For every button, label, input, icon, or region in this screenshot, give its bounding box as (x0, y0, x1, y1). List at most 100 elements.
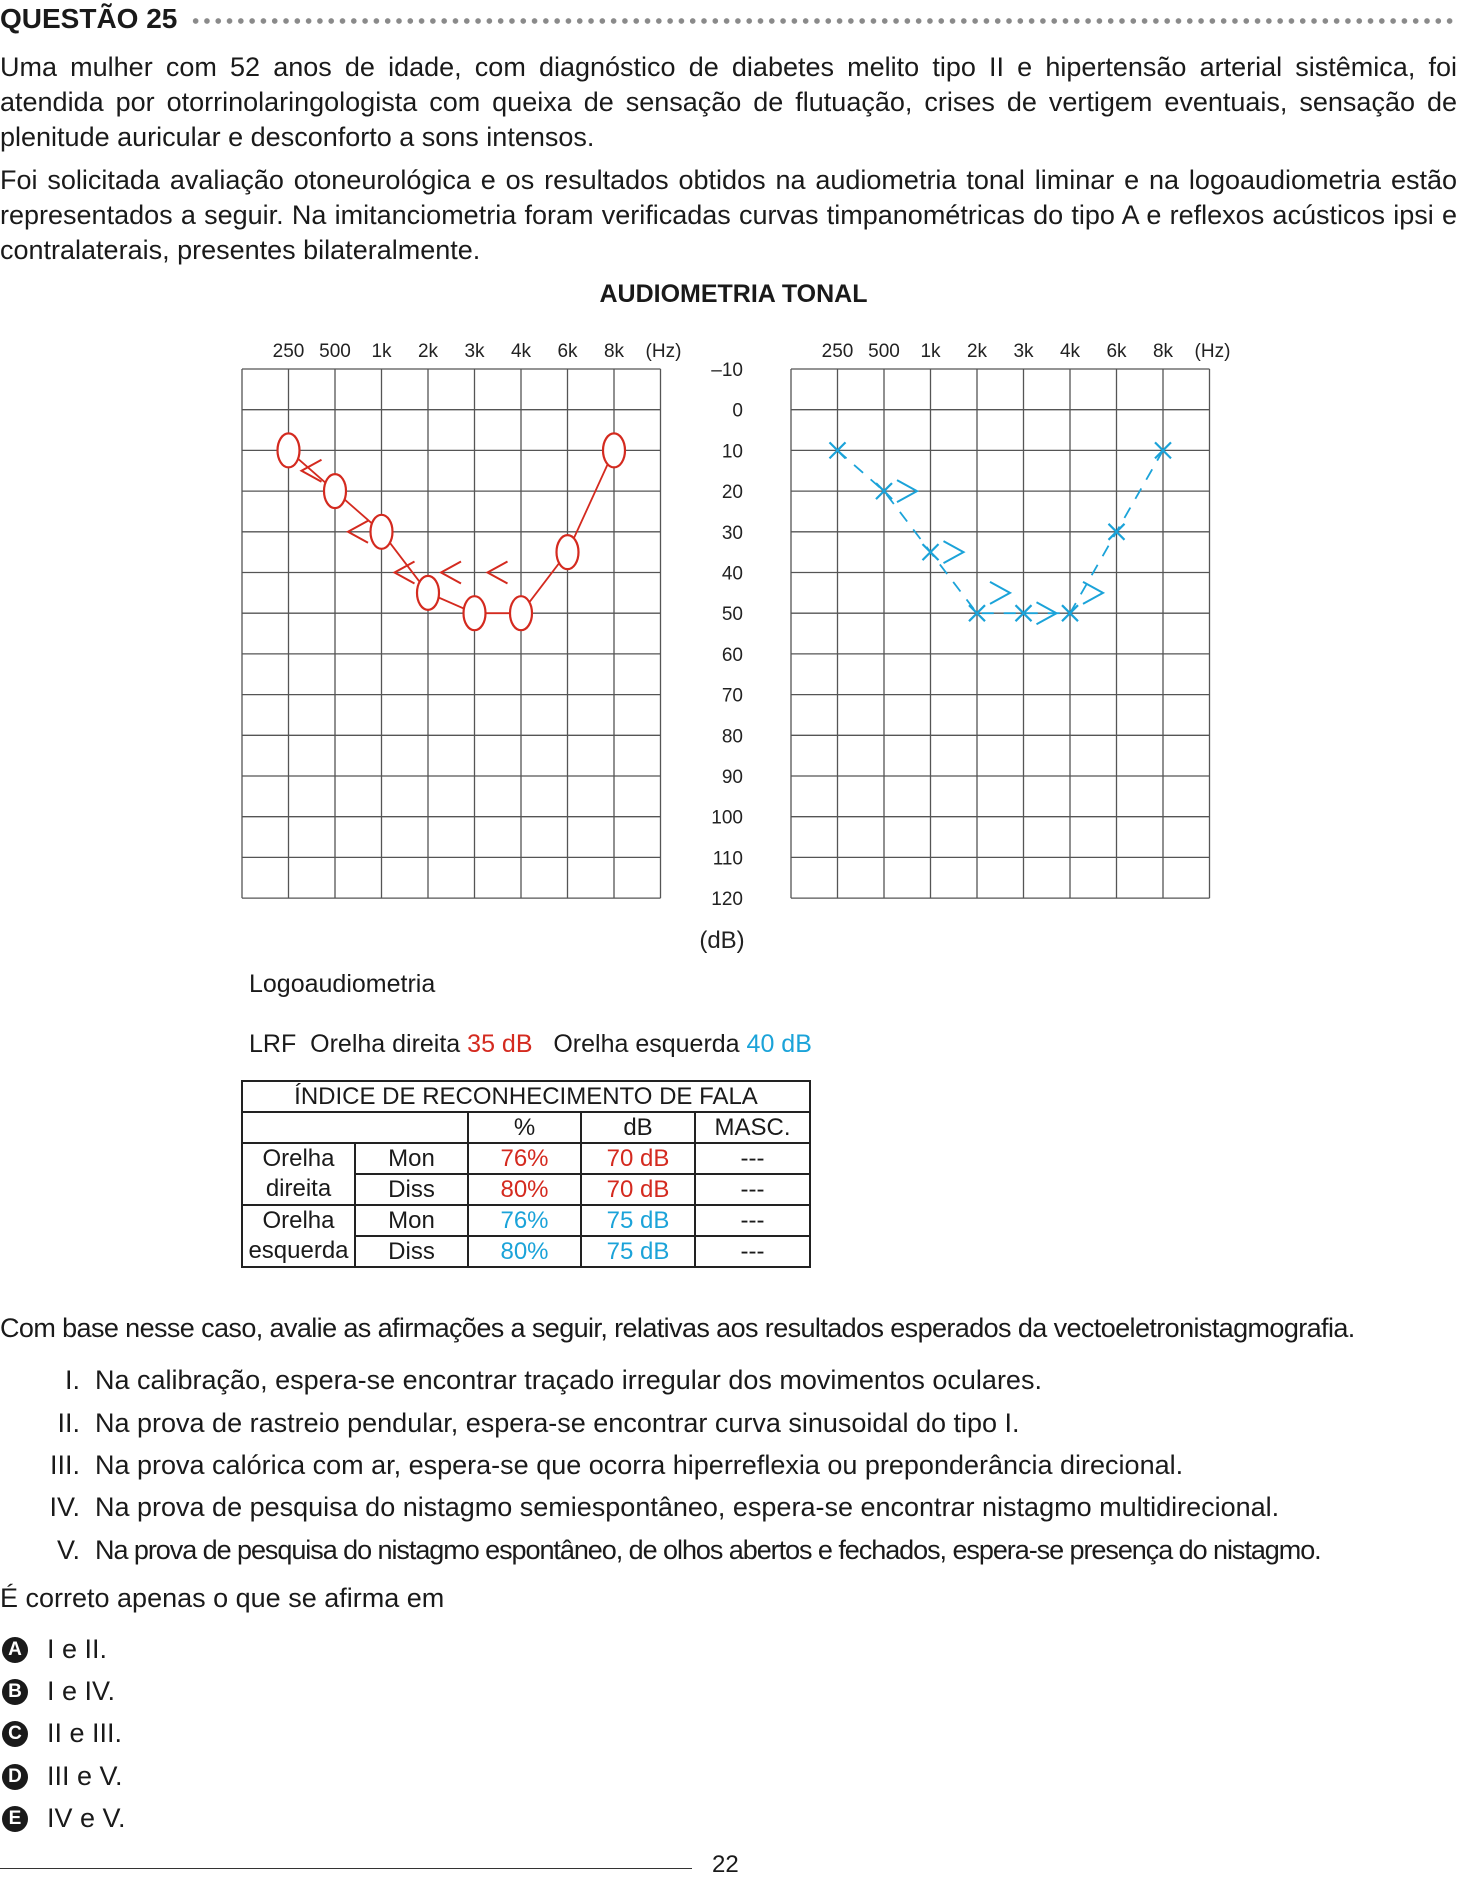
air-conduction-marker-o (462, 595, 487, 632)
table-row: direita Diss 80% 70 dB --- (241, 1173, 811, 1206)
db-tick-label: 10 (722, 441, 743, 462)
db-tick-label: 70 (722, 686, 743, 707)
frequency-tick-label: 1k (371, 341, 392, 362)
page-number: 22 (712, 1851, 739, 1878)
percent-cell: 76% (467, 1142, 582, 1175)
air-conduction-marker-x (1154, 441, 1172, 460)
frequency-tick-label: 3k (464, 341, 485, 362)
option-letter-badge: C (2, 1721, 28, 1747)
option-text: II e III. (47, 1718, 123, 1748)
air-conduction-marker-x (968, 604, 986, 622)
option-text: IV e V. (47, 1803, 126, 1833)
table-header-masc: MASC. (694, 1111, 811, 1144)
statement-text: Na calibração, espera-se encontrar traça… (95, 1365, 1042, 1395)
db-cell: 75 dB (580, 1204, 696, 1237)
air-conduction-marker-o (322, 473, 348, 510)
statement-number: IV. (49, 1492, 80, 1522)
db-tick-label: 90 (722, 767, 743, 788)
frequency-tick-label: 6k (1106, 341, 1127, 362)
percent-cell: 76% (467, 1204, 582, 1237)
db-tick-label: 50 (722, 604, 743, 625)
percent-cell: 80% (467, 1235, 582, 1268)
bone-conduction-marker-right (485, 560, 508, 585)
frequency-tick-label: 6k (557, 341, 578, 362)
percent-cell: 80% (467, 1173, 582, 1206)
lrf-label: LRF (249, 1030, 297, 1058)
option-letter-badge: D (2, 1764, 28, 1790)
db-tick-label: 20 (722, 482, 743, 503)
air-conduction-marker-o (508, 595, 534, 632)
test-cell: Diss (354, 1235, 469, 1268)
air-conduction-marker-x (1107, 523, 1126, 541)
statement-number: II. (57, 1408, 80, 1438)
footer-divider (0, 1868, 692, 1869)
frequency-tick-label: 500 (868, 341, 900, 362)
db-unit-label: (dB) (699, 927, 744, 954)
db-axis: –10 0 10 20 30 40 50 60 70 80 90 100 110 120 (dB) (699, 360, 744, 954)
air-conduction-marker-x (1061, 604, 1079, 622)
db-cell: 70 dB (580, 1173, 696, 1206)
ear-label-left-2: esquerda (241, 1236, 356, 1268)
db-tick-label: 30 (722, 523, 743, 544)
bone-conduction-marker-right (345, 519, 369, 544)
frequency-tick-label: 3k (1013, 341, 1034, 362)
statement-text: Na prova de pesquisa do nistagmo espontâ… (95, 1535, 1322, 1565)
statement-text: Na prova de rastreio pendular, espera-se… (95, 1408, 1020, 1438)
db-tick-label: –10 (711, 360, 743, 381)
frequency-tick-label: 2k (967, 341, 988, 362)
db-tick-label: 100 (711, 808, 743, 829)
table-header-db: dB (580, 1111, 696, 1144)
bone-conduction-marker-left (1082, 580, 1106, 605)
bone-conduction-marker-left (1036, 601, 1059, 626)
statements-intro: Com base nesse caso, avalie as afirmaçõe… (0, 1313, 1355, 1343)
ear-label-right-2: direita (241, 1174, 356, 1206)
masc-cell: --- (694, 1204, 811, 1237)
logoaudiometry-title: Logoaudiometria (249, 970, 436, 998)
lrf-right-ear-label: Orelha direita (310, 1030, 461, 1058)
air-conduction-marker-o (276, 432, 301, 469)
masc-cell: --- (694, 1235, 811, 1268)
masc-cell: --- (694, 1142, 811, 1175)
air-conduction-marker-o (555, 534, 580, 571)
option-text: I e IV. (47, 1676, 116, 1706)
db-tick-label: 60 (722, 645, 743, 666)
bone-conduction-marker-left (896, 479, 920, 503)
option-text: I e II. (47, 1634, 108, 1664)
air-conduction-marker-o (369, 513, 394, 550)
db-cell: 70 dB (580, 1142, 696, 1175)
option-letter-badge: B (2, 1679, 28, 1705)
table-header-empty (241, 1111, 469, 1144)
table-header-percent: % (467, 1111, 582, 1144)
test-cell: Mon (354, 1204, 469, 1237)
air-conduction-marker-x (875, 482, 893, 500)
ear-label-left-1: Orelha (241, 1204, 356, 1236)
bone-conduction-marker-right (299, 458, 322, 483)
dotted-divider (190, 18, 1455, 24)
frequency-tick-label: 250 (822, 341, 854, 362)
table-row: esquerda Diss 80% 75 dB --- (241, 1235, 811, 1268)
bone-conduction-marker-right (438, 560, 462, 585)
db-tick-label: 0 (732, 401, 743, 422)
lrf-left-ear-value: 40 dB (746, 1030, 812, 1058)
table-row: Orelha Mon 76% 70 dB --- (241, 1142, 811, 1175)
db-tick-label: 120 (711, 889, 743, 910)
frequency-tick-label: (Hz) (646, 341, 682, 362)
ear-label-right-1: Orelha (241, 1142, 356, 1174)
bone-conduction-marker-right (392, 560, 415, 585)
question-title: QUESTÃO 25 (0, 3, 178, 34)
frequency-tick-label: 2k (418, 341, 439, 362)
question-prompt: É correto apenas o que se afirma em (0, 1583, 445, 1613)
db-tick-label: 110 (713, 848, 743, 869)
left-ear-audiogram: 250 500 1k 2k 3k 4k 6k 8k (Hz) (790, 341, 1230, 899)
air-conduction-marker-x (1014, 604, 1033, 622)
audiogram-figure: 250 500 1k 2k 3k 4k 6k 8k (Hz) 250 500 1k 2k 3k 4k 6k 8… (241, 341, 1230, 954)
db-cell: 75 dB (580, 1235, 696, 1268)
case-paragraph-1: Uma mulher com 52 anos de idade, com dia… (0, 52, 1457, 152)
statement-number: III. (49, 1450, 80, 1480)
frequency-tick-label: 250 (273, 341, 305, 362)
air-conduction-marker-o (601, 432, 627, 469)
table-row: Orelha Mon 76% 75 dB --- (241, 1204, 811, 1237)
bone-conduction-marker-left (943, 540, 966, 565)
audiometry-title: AUDIOMETRIA TONAL (599, 280, 868, 308)
bone-conduction-marker-left (989, 580, 1013, 605)
